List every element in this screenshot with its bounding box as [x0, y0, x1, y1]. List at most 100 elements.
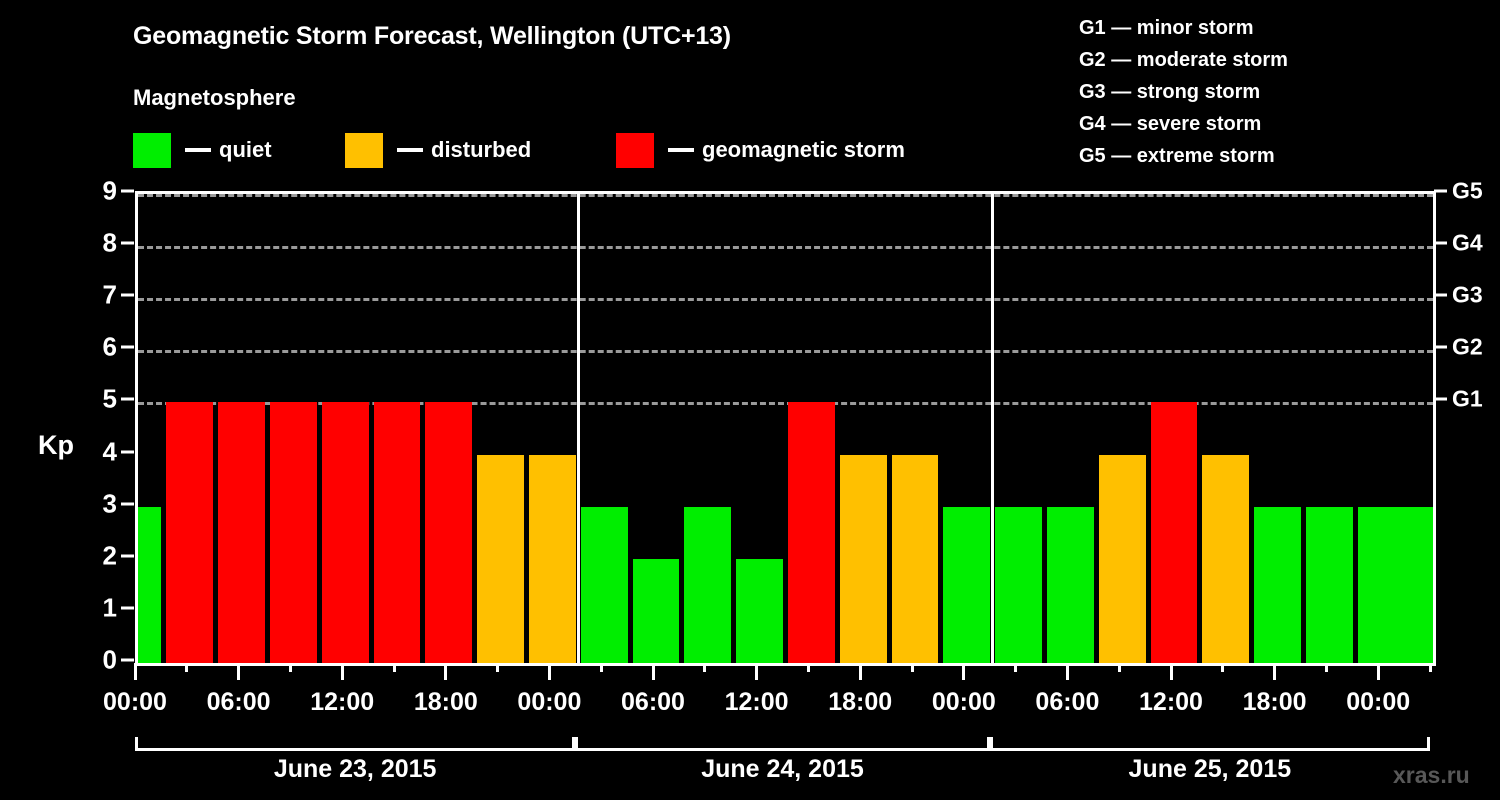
x-tick-label-3: 18:00	[413, 688, 478, 716]
x-tick-label-0: 00:00	[103, 688, 167, 716]
legend-swatch-quiet	[133, 132, 171, 168]
bar-1	[166, 402, 214, 663]
g-axis-label-g5: G5	[1452, 177, 1483, 204]
x-tick-minor-25	[1428, 663, 1432, 672]
gridline-kp-5	[138, 402, 1433, 406]
bar-7	[477, 454, 524, 663]
x-tick-major-24	[1376, 663, 1380, 680]
legend-label-disturbed: disturbed	[431, 137, 532, 162]
x-tick-minor-17	[1014, 663, 1018, 672]
y-tick-label-1: 1	[102, 592, 117, 623]
x-tick-label-7: 18:00	[828, 688, 893, 716]
x-tick-minor-7	[496, 663, 500, 672]
legend-item-quiet: quiet	[133, 132, 272, 168]
day-divider-2	[991, 194, 995, 663]
bar-11	[684, 506, 732, 663]
g-tick-g2	[1434, 345, 1447, 349]
date-label-1: June 23, 2015	[273, 755, 437, 783]
g-axis-label-g3: G3	[1452, 281, 1483, 308]
bar-16	[943, 506, 991, 663]
x-tick-major-20	[1169, 663, 1173, 680]
bar-0	[138, 506, 162, 663]
x-tick-label-4: 00:00	[517, 688, 582, 716]
x-tick-major-14	[858, 663, 862, 680]
bar-14	[839, 454, 887, 663]
y-tick-label-7: 7	[102, 279, 117, 310]
bar-8	[529, 454, 576, 663]
g-tick-g5	[1434, 189, 1447, 193]
bar-21	[1202, 454, 1250, 663]
y-tick-label-5: 5	[102, 383, 117, 414]
g-scale-line-g4: G4 — severe storm	[1079, 113, 1262, 135]
x-tick-label-1: 06:00	[206, 688, 271, 716]
x-tick-major-12	[755, 663, 759, 680]
y-tick-6	[121, 345, 134, 349]
g-axis-label-g4: G4	[1452, 229, 1483, 256]
legend-dash-icon	[397, 148, 423, 152]
x-tick-major-10	[651, 663, 655, 680]
y-tick-label-3: 3	[102, 488, 117, 519]
date-bracket-2	[575, 737, 990, 751]
bar-trailing	[1357, 506, 1433, 663]
g-scale-line-g3: G3 — strong storm	[1079, 81, 1261, 103]
bar-3	[270, 402, 317, 663]
bar-19	[1098, 454, 1146, 663]
g-scale-key: G1 — minor storm G2 — moderate storm G3 — …	[1079, 12, 1288, 172]
plot-inner	[138, 194, 1433, 663]
x-tick-major-22	[1273, 663, 1277, 680]
y-tick-label-4: 4	[102, 436, 117, 467]
x-tick-minor-23	[1324, 663, 1328, 672]
x-tick-minor-5	[392, 663, 396, 672]
y-tick-1	[121, 606, 134, 610]
bar-20	[1150, 402, 1198, 663]
x-tick-label-6: 12:00	[724, 688, 789, 716]
bar-22	[1254, 506, 1301, 663]
legend-item-disturbed: disturbed	[345, 132, 531, 168]
g-tick-g3	[1434, 293, 1447, 297]
plot-area	[135, 191, 1436, 666]
y-tick-7	[121, 293, 134, 297]
x-tick-major-4	[340, 663, 344, 680]
legend-label-quiet: quiet	[219, 137, 272, 162]
date-bracket-1	[135, 737, 576, 751]
legend-dash-icon	[668, 148, 694, 152]
g-scale-line-g5: G5 — extreme storm	[1079, 145, 1275, 167]
bar-4	[321, 402, 369, 663]
x-tick-major-18	[1065, 663, 1069, 680]
y-tick-label-9: 9	[102, 175, 117, 206]
x-tick-label-12: 00:00	[1346, 688, 1411, 716]
x-tick-minor-13	[806, 663, 810, 672]
x-tick-major-8	[547, 663, 551, 680]
y-tick-8	[121, 241, 134, 245]
legend-dash-icon	[185, 148, 211, 152]
y-tick-2	[121, 554, 134, 558]
bar-5	[373, 402, 421, 663]
y-axis-title: Kp	[38, 430, 74, 460]
bar-13	[788, 402, 835, 663]
y-tick-5	[121, 397, 134, 401]
legend-item-geomagnetic-storm: geomagnetic storm	[616, 132, 905, 168]
date-label-3: June 25, 2015	[1128, 755, 1292, 783]
bar-9	[580, 506, 628, 663]
x-tick-label-5: 06:00	[621, 688, 685, 716]
legend-swatch-disturbed	[345, 132, 383, 168]
legend-label-geomagnetic-storm: geomagnetic storm	[702, 137, 905, 162]
x-tick-label-8: 00:00	[931, 688, 996, 716]
bar-series	[138, 194, 1433, 663]
gridline-kp-8	[138, 246, 1433, 250]
y-tick-label-2: 2	[102, 540, 117, 571]
x-tick-major-0	[133, 663, 137, 680]
y-tick-label-6: 6	[102, 331, 117, 362]
y-tick-4	[121, 450, 134, 454]
x-tick-minor-3	[288, 663, 292, 672]
x-tick-label-11: 18:00	[1242, 688, 1307, 716]
legend-heading: Magnetosphere	[133, 85, 296, 110]
x-tick-label-10: 12:00	[1139, 688, 1203, 716]
x-tick-minor-19	[1117, 663, 1121, 672]
date-bracket-3	[989, 737, 1430, 751]
y-tick-label-8: 8	[102, 227, 117, 258]
x-tick-label-2: 12:00	[310, 688, 375, 716]
bar-2	[218, 402, 265, 663]
date-label-2: June 24, 2015	[701, 755, 864, 783]
bar-23	[1306, 506, 1353, 663]
